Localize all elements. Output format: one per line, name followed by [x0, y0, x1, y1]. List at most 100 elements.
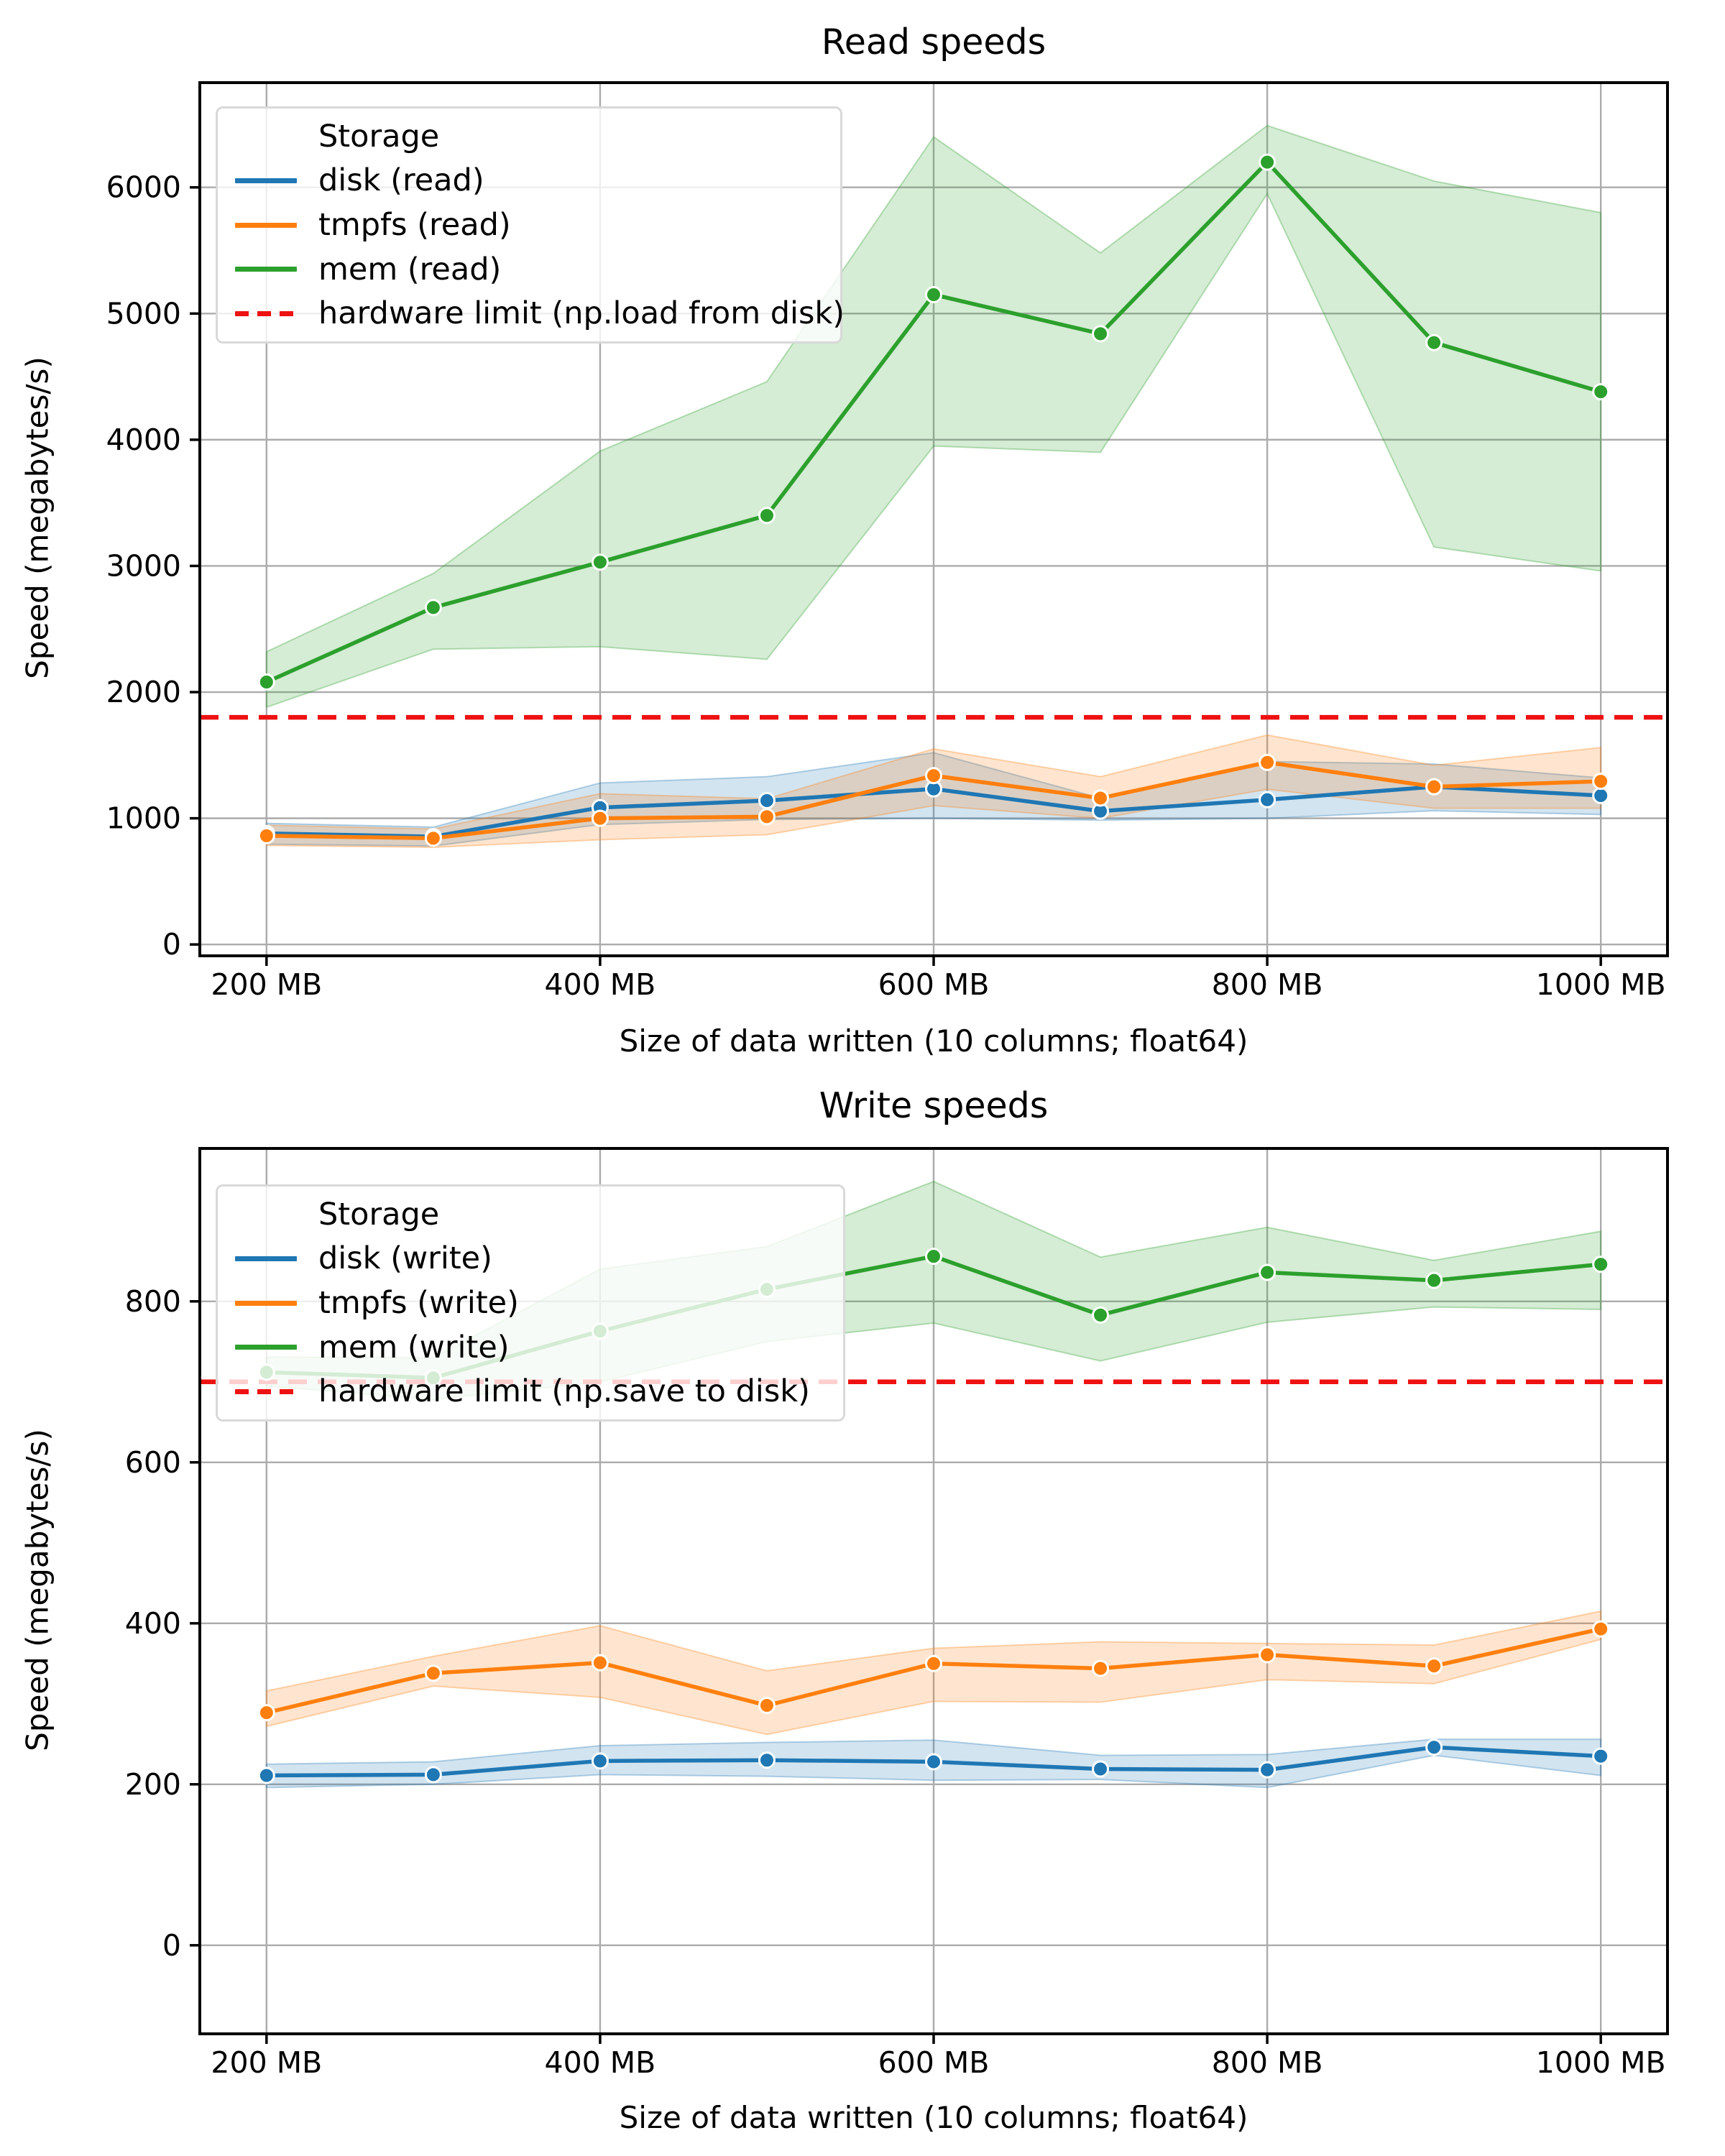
y-tick-label: 0	[162, 1928, 181, 1963]
axis-ticks: 200 MB 400 MB 600 MB 800 MB 1000 MB 0 1000 2000…	[106, 170, 1666, 1002]
tmpfs-read-point	[591, 809, 609, 827]
y-tick-label: 600	[125, 1445, 181, 1480]
read-legend-title: Storage	[318, 118, 440, 155]
y-tick-label: 6000	[106, 170, 181, 205]
tmpfs-write-point	[1092, 1659, 1110, 1677]
mem-read-legend-handle	[235, 267, 297, 272]
tmpfs-read-markers	[257, 753, 1610, 847]
tmpfs-read-point	[424, 829, 442, 847]
x-tick-label: 800 MB	[1212, 2045, 1323, 2080]
read-legend-item-tmpfs: tmpfs (read)	[235, 203, 823, 247]
disk-read-point	[1592, 787, 1610, 805]
write-legend-item-mem: mem (write)	[235, 1325, 826, 1370]
write-legend-item-limit: hardware limit (np.save to disk)	[235, 1369, 826, 1414]
hardware-limit-write-legend-handle	[235, 1388, 297, 1394]
read-legend-label-disk: disk (read)	[318, 162, 484, 199]
mem-read-markers	[257, 153, 1610, 691]
write-chart-plot: 200 MB 400 MB 600 MB 800 MB 1000 MB 0 200 400 60…	[125, 1147, 1669, 2080]
tmpfs-write-legend-handle	[235, 1300, 297, 1306]
read-chart-xlabel: Size of data written (10 columns; float6…	[619, 1023, 1248, 1059]
write-legend-label-disk: disk (write)	[318, 1240, 492, 1277]
disk-write-point	[1592, 1747, 1610, 1765]
tmpfs-read-point	[1259, 753, 1276, 771]
read-legend-item-mem: mem (read)	[235, 247, 823, 292]
mem-read-point	[1092, 325, 1110, 343]
disk-write-point	[758, 1751, 776, 1769]
read-chart-title: Read speeds	[821, 22, 1046, 63]
mem-write-point	[925, 1248, 942, 1266]
mem-read-point	[1425, 333, 1443, 351]
mem-write-legend-handle	[235, 1345, 297, 1350]
tmpfs-write-point	[1425, 1657, 1443, 1675]
x-tick-label: 1000 MB	[1536, 2045, 1666, 2080]
y-tick-label: 2000	[106, 675, 181, 709]
hardware-limit-read-legend-handle	[235, 310, 297, 316]
read-legend-label-mem: mem (read)	[318, 251, 502, 287]
disk-write-point	[1259, 1761, 1276, 1779]
disk-write-markers	[257, 1738, 1610, 1784]
read-legend-item-limit: hardware limit (np.load from disk)	[235, 291, 845, 336]
disk-write-point	[424, 1766, 442, 1784]
x-tick-label: 200 MB	[211, 967, 322, 1002]
write-chart-xlabel: Size of data written (10 columns; float6…	[619, 2100, 1248, 2135]
tmpfs-write-point	[758, 1697, 776, 1715]
x-tick-label: 800 MB	[1212, 967, 1323, 1002]
mem-read-point	[1592, 383, 1610, 401]
disk-write-point	[1425, 1738, 1443, 1756]
mem-read-point	[758, 507, 776, 525]
y-tick-label: 400	[125, 1606, 181, 1641]
y-tick-label: 4000	[106, 423, 181, 457]
read-chart-plot: 200 MB 400 MB 600 MB 800 MB 1000 MB 0 1000 2000…	[106, 81, 1669, 1002]
read-legend-label-tmpfs: tmpfs (read)	[318, 207, 511, 243]
disk-read-point	[1259, 791, 1276, 808]
tmpfs-write-point	[925, 1654, 942, 1672]
mem-read-point	[591, 553, 609, 571]
write-legend-item-disk: disk (write)	[235, 1237, 826, 1281]
mem-write-point	[1092, 1306, 1110, 1324]
read-legend-item-disk: disk (read)	[235, 159, 823, 203]
x-tick-label: 1000 MB	[1536, 967, 1666, 1002]
mem-read-point	[257, 673, 275, 691]
read-legend: Storage disk (read) tmpfs (read) mem (re…	[216, 106, 845, 344]
disk-write-point	[1092, 1760, 1110, 1778]
write-legend-label-tmpfs: tmpfs (write)	[318, 1285, 519, 1321]
y-tick-label: 800	[125, 1284, 181, 1319]
mem-read-point	[925, 285, 942, 303]
tmpfs-write-point	[424, 1664, 442, 1682]
read-chart-ylabel: Speed (megabytes/s)	[19, 356, 55, 679]
tmpfs-write-markers	[257, 1620, 1610, 1722]
axis-ticks: 200 MB 400 MB 600 MB 800 MB 1000 MB 0 200 400 60…	[125, 1284, 1666, 2080]
x-tick-label: 400 MB	[545, 2045, 656, 2080]
tmpfs-write-point	[1592, 1620, 1610, 1638]
y-tick-label: 200	[125, 1767, 181, 1802]
write-legend-label-mem: mem (write)	[318, 1329, 510, 1365]
mem-write-point	[1259, 1263, 1276, 1281]
disk-write-legend-handle	[235, 1256, 297, 1261]
disk-read-point	[758, 792, 776, 810]
tmpfs-read-legend-handle	[235, 222, 297, 228]
tmpfs-write-point	[1259, 1646, 1276, 1664]
write-legend-label-limit: hardware limit (np.save to disk)	[318, 1373, 810, 1410]
mem-write-point	[1425, 1271, 1443, 1289]
disk-write-point	[591, 1752, 609, 1770]
read-legend-title-row: Storage	[235, 114, 823, 159]
tmpfs-read-point	[758, 808, 776, 826]
write-chart-ylabel: Speed (megabytes/s)	[19, 1429, 55, 1751]
tmpfs-write-point	[591, 1654, 609, 1672]
tmpfs-write-point	[257, 1704, 275, 1722]
x-tick-label: 600 MB	[878, 967, 990, 1002]
tmpfs-read-point	[1425, 778, 1443, 796]
mem-read-point	[424, 599, 442, 617]
write-legend-title-row: Storage	[235, 1192, 826, 1237]
y-tick-label: 1000	[106, 801, 181, 836]
tmpfs-read-point	[925, 767, 942, 785]
disk-write-point	[257, 1766, 275, 1784]
read-legend-label-limit: hardware limit (np.load from disk)	[318, 295, 845, 332]
tmpfs-read-point	[257, 826, 275, 844]
x-tick-label: 600 MB	[878, 2045, 990, 2080]
write-legend-title: Storage	[318, 1196, 440, 1233]
mem-write-point	[1592, 1256, 1610, 1273]
write-chart-title: Write speeds	[819, 1085, 1049, 1126]
